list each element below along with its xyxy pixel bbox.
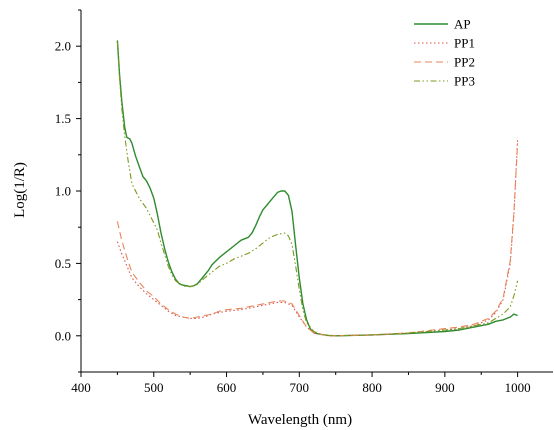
y-axis-title: Log(1/R) <box>12 162 28 218</box>
legend-label-ap: AP <box>454 17 471 32</box>
y-tick-label: 1.5 <box>55 111 71 126</box>
legend-label-pp3: PP3 <box>454 74 475 89</box>
x-tick-label: 800 <box>362 380 382 395</box>
x-tick-label: 600 <box>217 380 237 395</box>
x-tick-label: 700 <box>290 380 310 395</box>
legend: AP PP1 PP2 PP3 <box>414 17 475 89</box>
x-axis-title: Wavelength (nm) <box>248 412 352 428</box>
series-line-pp1 <box>116 138 519 337</box>
x-tick-label: 1000 <box>505 380 531 395</box>
legend-label-pp1: PP1 <box>454 36 475 51</box>
x-tick-label: 500 <box>144 380 164 395</box>
y-tick-label: 0.0 <box>55 328 71 343</box>
series-layer <box>116 40 519 337</box>
x-tick-label: 900 <box>435 380 455 395</box>
x-tick-label: 400 <box>71 380 91 395</box>
y-tick-label: 2.0 <box>55 39 71 54</box>
y-tick-label: 1.0 <box>55 184 71 199</box>
y-tick-label: 0.5 <box>55 256 71 271</box>
series-line-pp2 <box>116 143 519 337</box>
legend-label-pp2: PP2 <box>454 55 475 70</box>
series-line-pp3 <box>116 41 519 337</box>
axes <box>76 9 553 377</box>
tick-labels: 400 500 600 700 800 900 1000 0.0 0.5 1.0 1.5 2.0 <box>55 39 531 395</box>
